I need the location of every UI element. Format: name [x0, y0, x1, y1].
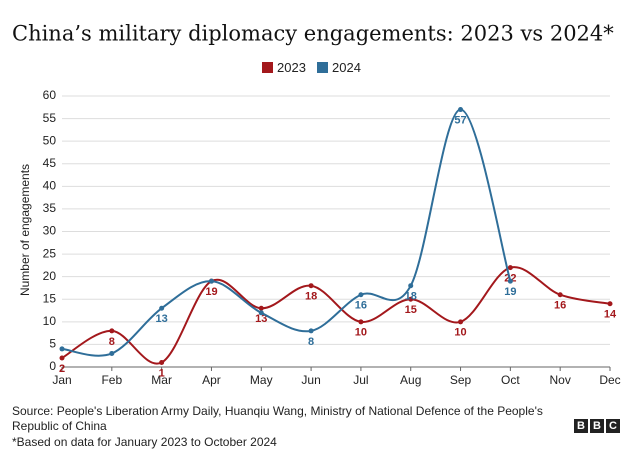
point: [408, 283, 414, 289]
data-label: 19: [205, 286, 217, 298]
y-tick-label: 45: [43, 156, 57, 170]
point: [458, 319, 464, 325]
y-axis-label: Number of engagements: [18, 164, 32, 296]
x-tick-label: Mar: [151, 373, 172, 387]
x-tick-label: May: [250, 373, 273, 387]
data-label: 1: [159, 367, 165, 379]
point: [308, 283, 314, 289]
series-line: [61, 108, 512, 357]
point: [59, 355, 65, 361]
y-tick-label: 20: [43, 269, 57, 283]
x-tick-label: Feb: [101, 373, 122, 387]
point: [408, 296, 414, 302]
data-label: 18: [305, 291, 317, 303]
y-tick-label: 30: [43, 224, 57, 238]
data-label: 13: [156, 313, 168, 325]
point: [458, 107, 464, 113]
data-label: 18: [405, 291, 417, 303]
point: [109, 328, 115, 334]
y-tick-label: 5: [49, 337, 56, 351]
point: [358, 292, 364, 298]
x-tick-label: Jun: [301, 373, 320, 387]
source: Source: People's Liberation Army Daily, …: [12, 404, 543, 433]
x-tick-label: Jan: [52, 373, 71, 387]
data-label: 15: [405, 304, 417, 316]
logo-letter: B: [590, 419, 604, 433]
logo-letter: C: [606, 419, 620, 433]
point: [208, 278, 214, 284]
legend-swatch: [317, 62, 328, 73]
legend-label: 2024: [332, 60, 361, 75]
y-tick-label: 0: [49, 359, 56, 373]
point: [507, 265, 513, 271]
y-tick-label: 15: [43, 291, 57, 305]
chart-title: China’s military diplomacy engagements: …: [12, 22, 614, 46]
x-tick-label: Oct: [501, 373, 520, 387]
data-label: 14: [604, 309, 617, 321]
data-label: 19: [504, 286, 516, 298]
point: [59, 346, 65, 352]
point: [507, 278, 513, 284]
note: *Based on data for January 2023 to Octob…: [12, 435, 277, 449]
y-tick-label: 40: [43, 179, 57, 193]
point: [159, 305, 165, 311]
x-tick-label: Sep: [450, 373, 472, 387]
point: [159, 359, 165, 365]
point: [607, 301, 613, 307]
point: [358, 319, 364, 325]
point: [308, 328, 314, 334]
legend-swatch: [262, 62, 273, 73]
data-label: 16: [554, 300, 566, 312]
x-tick-label: Apr: [202, 373, 221, 387]
y-tick-label: 55: [43, 111, 57, 125]
point: [109, 350, 115, 356]
y-tick-label: 10: [43, 314, 57, 328]
point: [258, 305, 264, 311]
point: [258, 310, 264, 316]
data-label: 8: [109, 336, 115, 348]
data-label: 8: [308, 336, 314, 348]
y-tick-label: 35: [43, 201, 57, 215]
logo-letter: B: [574, 419, 588, 433]
x-tick-label: Dec: [599, 373, 620, 387]
data-label: 10: [454, 327, 466, 339]
data-label: 16: [355, 300, 367, 312]
x-tick-label: Nov: [550, 373, 571, 387]
y-tick-label: 50: [43, 133, 57, 147]
data-label: 13: [255, 313, 267, 325]
point: [557, 292, 563, 298]
x-tick-label: Jul: [353, 373, 368, 387]
data-label: 10: [355, 327, 367, 339]
data-label: 57: [454, 114, 466, 126]
x-tick-label: Aug: [400, 373, 421, 387]
y-tick-label: 60: [43, 88, 57, 102]
y-tick-label: 25: [43, 246, 57, 260]
legend-label: 2023: [277, 60, 306, 75]
data-label: 2: [59, 363, 65, 375]
